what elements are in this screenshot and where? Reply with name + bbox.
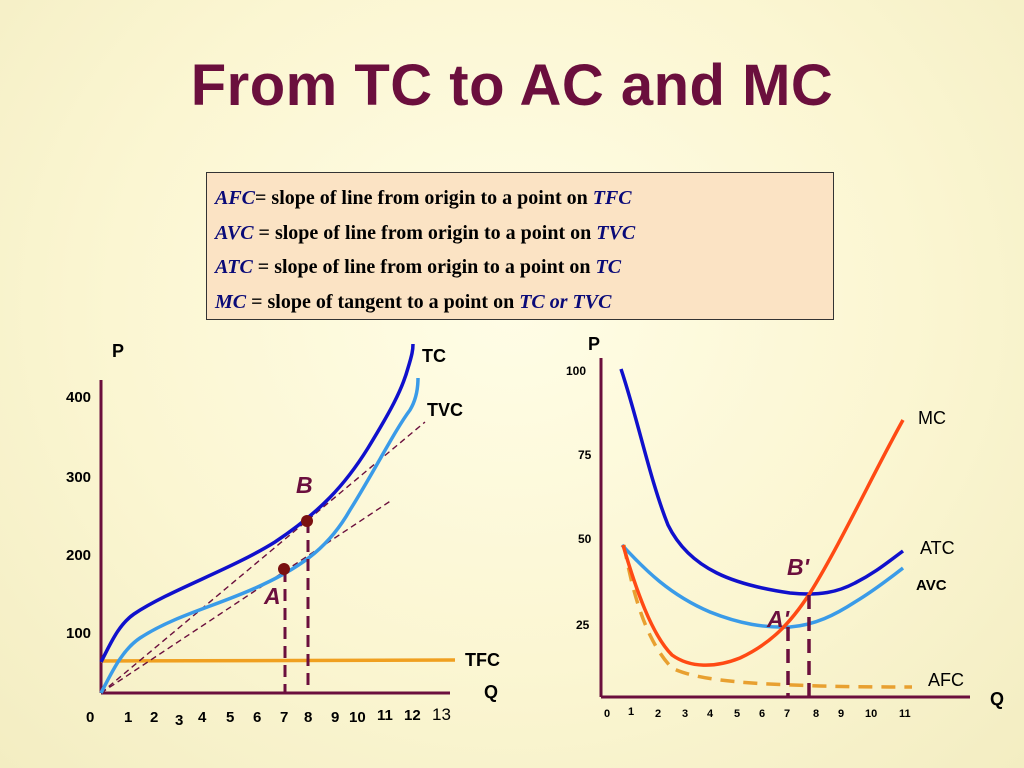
left-x-tick: 5 (226, 709, 234, 726)
left-x-tick: 2 (150, 709, 158, 726)
left-x-tick: 11 (377, 707, 393, 724)
right-x-tick: 3 (682, 708, 688, 720)
definition-term: AFC (215, 187, 256, 209)
left-x-tick: 7 (280, 709, 288, 726)
definition-term: AVC (215, 221, 254, 244)
definition-ref: TFC (592, 187, 632, 209)
right-y-tick: 75 (578, 448, 592, 462)
point-b (301, 515, 313, 527)
left-graph: P Q TC TVC TFC B A 400 300 200 100 0 1 2… (66, 341, 500, 729)
left-y-tick: 200 (66, 547, 91, 564)
definition-ref: TC (595, 256, 622, 278)
left-x-tick: 4 (198, 709, 207, 726)
left-x-axis-label: Q (484, 682, 498, 702)
avc-curve (620, 543, 905, 629)
definition-term: ATC (215, 256, 253, 278)
right-y-tick: 25 (576, 618, 590, 632)
page-title: From TC to AC and MC (190, 53, 834, 118)
tvc-label: TVC (427, 400, 463, 420)
point-a-label: A (263, 583, 281, 609)
right-x-tick: 1 (628, 706, 634, 718)
right-graph: P Q MC ATC AVC AFC B' A' 100 75 50 25 0 … (566, 334, 1004, 720)
definition-afc: AFC= slope of line from origin to a poin… (215, 181, 833, 216)
point-a (278, 563, 290, 575)
definition-text: = slope of tangent to a point on (246, 290, 520, 313)
left-y-tick: 300 (66, 469, 91, 486)
avc-label: AVC (916, 577, 947, 594)
right-y-tick: 50 (578, 532, 592, 546)
ray-to-a (100, 499, 393, 694)
left-x-tick: 0 (86, 709, 94, 726)
left-x-tick: 10 (349, 709, 366, 726)
right-x-tick: 10 (865, 708, 877, 720)
tvc-curve (99, 377, 420, 694)
definition-text: = slope of line from origin to a point o… (255, 187, 593, 209)
left-x-tick: 9 (331, 709, 339, 726)
afc-curve (622, 544, 913, 689)
right-x-tick: 4 (707, 708, 714, 720)
definition-text: = slope of line from origin to a point o… (253, 221, 597, 244)
right-x-tick: 5 (734, 708, 740, 720)
left-x-tick: 1 (124, 709, 132, 726)
point-b-prime-label: B' (787, 554, 811, 580)
left-x-tick: 13 (432, 705, 451, 724)
definition-avc: AVC = slope of line from origin to a poi… (215, 216, 833, 251)
left-x-tick: 8 (304, 709, 312, 726)
left-x-tick: 3 (175, 712, 183, 729)
left-x-tick: 6 (253, 709, 261, 726)
right-x-tick: 7 (784, 708, 790, 720)
right-y-axis-label: P (588, 334, 600, 354)
right-x-tick: 6 (759, 708, 765, 720)
mc-curve (621, 419, 905, 667)
right-x-tick: 11 (899, 708, 911, 720)
right-x-tick: 2 (655, 708, 661, 720)
definition-mc: MC = slope of tangent to a point on TC o… (215, 285, 833, 320)
right-x-axis-label: Q (990, 689, 1004, 709)
atc-label: ATC (920, 538, 955, 558)
right-x-tick: 9 (838, 708, 844, 720)
tfc-curve (100, 658, 456, 663)
definition-text: = slope of line from origin to a point o… (252, 256, 596, 278)
left-y-axis-label: P (112, 341, 124, 361)
ray-to-b (100, 421, 426, 694)
tfc-label: TFC (465, 650, 500, 670)
left-y-tick: 100 (66, 625, 91, 642)
definition-ref: TC or TVC (519, 290, 612, 313)
left-x-tick: 12 (404, 707, 421, 724)
right-y-tick: 100 (566, 364, 586, 378)
definitions-box: AFC= slope of line from origin to a poin… (206, 172, 834, 320)
definition-ref: TVC (596, 221, 636, 244)
definition-term: MC (215, 290, 247, 313)
point-a-prime-label: A' (766, 606, 791, 632)
afc-label: AFC (928, 670, 964, 690)
point-b-label: B (296, 472, 313, 498)
atc-curve (619, 368, 905, 596)
tc-curve (99, 343, 415, 663)
definition-atc: ATC = slope of line from origin to a poi… (215, 250, 833, 285)
right-x-tick: 8 (813, 708, 819, 720)
tc-label: TC (422, 346, 446, 366)
mc-label: MC (918, 408, 946, 428)
right-x-tick: 0 (604, 708, 610, 720)
left-y-tick: 400 (66, 389, 91, 406)
